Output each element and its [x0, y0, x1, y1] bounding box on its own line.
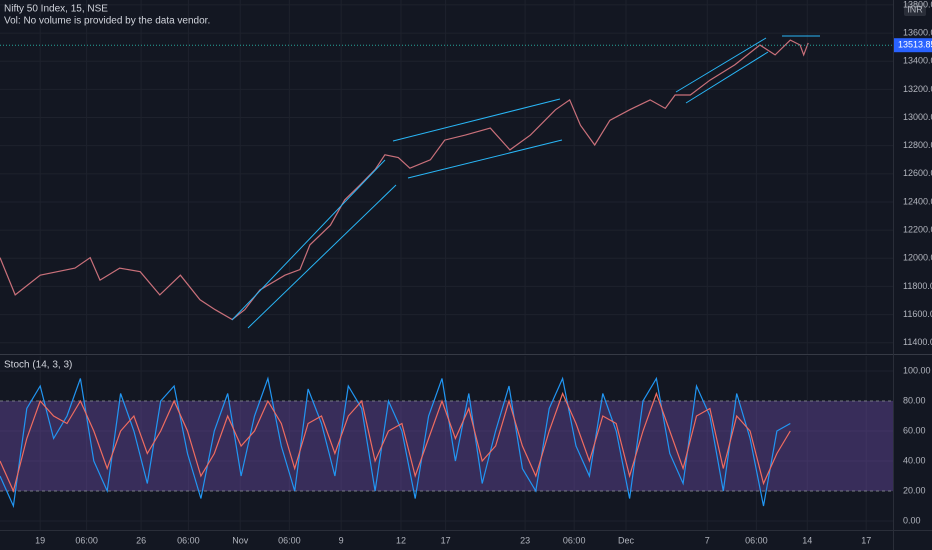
y-tick-label: 11800.00: [903, 281, 932, 291]
x-tick-label: 06:00: [745, 535, 768, 545]
trend-line: [231, 159, 386, 321]
y-tick-label: 13800.00: [903, 0, 932, 9]
last-price-badge: [894, 38, 932, 53]
trend-line: [247, 184, 397, 329]
trend-line: [685, 51, 769, 104]
x-tick-label: 06:00: [278, 535, 301, 545]
y-tick-label: 12600.00: [903, 168, 932, 178]
y-tick-label: 12200.00: [903, 225, 932, 235]
x-tick-label: 26: [136, 535, 146, 545]
chart-subtitle: Vol: No volume is provided by the data v…: [4, 16, 210, 27]
trend-channels: [231, 35, 820, 329]
series-line: [0, 39, 809, 321]
x-tick-label: 06:00: [177, 535, 200, 545]
y-tick-label: 13400.00: [903, 56, 932, 66]
y-tick-label: 13200.00: [903, 84, 932, 94]
y-tick-label: 0.00: [903, 515, 921, 525]
currency-badge[interactable]: [904, 3, 926, 16]
y-tick-label: 80.00: [903, 395, 926, 405]
labels: 11400.00 11600.00 11800.00 12000.00 12200.00…: [35, 0, 932, 545]
marks: [0, 39, 893, 509]
x-tick-label: 23: [520, 535, 530, 545]
x-tick-label: 06:00: [75, 535, 98, 545]
y-tick-label: 12400.00: [903, 196, 932, 206]
last-price-label: 13513.85: [898, 40, 932, 50]
y-tick-label: 12800.00: [903, 140, 932, 150]
y-tick-label: 40.00: [903, 455, 926, 465]
trend-line: [407, 139, 563, 179]
y-tick-label: 11600.00: [903, 309, 932, 319]
series-line: [0, 376, 791, 509]
grid: [0, 0, 893, 530]
y-tick-label: 11400.00: [903, 337, 932, 347]
y-tick-label: 60.00: [903, 425, 926, 435]
y-tick-label: 12000.00: [903, 253, 932, 263]
chart-title: Nifty 50 Index, 15, NSE: [4, 4, 108, 15]
series-line: [0, 391, 791, 493]
y-tick-label: 100.00: [903, 365, 931, 375]
trend-line: [675, 37, 767, 93]
x-tick-label: 14: [802, 535, 812, 545]
x-tick-label: 17: [441, 535, 451, 545]
x-tick-label: Dec: [618, 535, 635, 545]
currency-label[interactable]: INR: [907, 4, 923, 14]
y-tick-label: 13600.00: [903, 27, 932, 37]
y-tick-label: 13000.00: [903, 112, 932, 122]
x-tick-label: 17: [861, 535, 871, 545]
x-tick-label: 12: [396, 535, 406, 545]
x-tick-label: 7: [705, 535, 710, 545]
indicator-title: Stoch (14, 3, 3): [4, 360, 72, 371]
x-tick-label: 19: [35, 535, 45, 545]
x-tick-label: Nov: [232, 535, 249, 545]
x-tick-label: 06:00: [563, 535, 586, 545]
trend-line: [392, 98, 561, 142]
y-tick-label: 20.00: [903, 485, 926, 495]
x-tick-label: 9: [339, 535, 344, 545]
